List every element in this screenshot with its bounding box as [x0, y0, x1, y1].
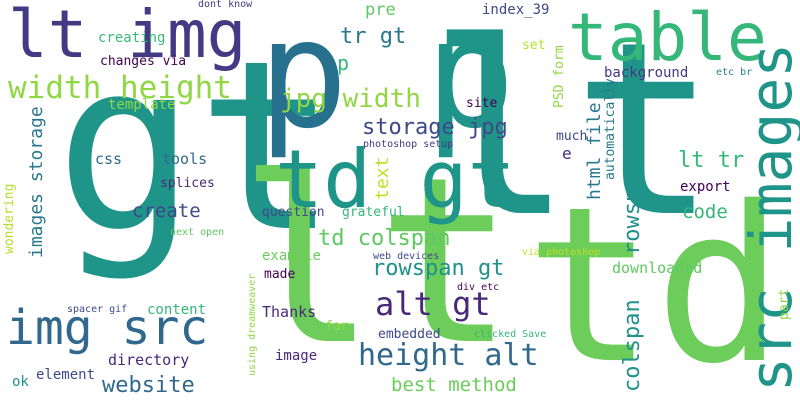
word-automatically: automatically: [603, 78, 618, 180]
word-web-devices: web devices: [373, 251, 440, 262]
word-create: create: [132, 200, 201, 222]
word-dont-know: dont know: [198, 0, 253, 10]
word-td-colspan: td colspan: [318, 226, 451, 251]
word-export: export: [680, 179, 731, 195]
word-css: css: [95, 150, 123, 168]
word-psd-form: PSD form: [552, 45, 567, 108]
word-website: website: [102, 373, 195, 398]
word-grateful: grateful: [342, 205, 405, 220]
word-index-39: index_39: [482, 2, 550, 18]
word-set: set: [522, 38, 546, 53]
word-wondering: wondering: [2, 183, 17, 254]
word-div-etc: div etc: [457, 282, 500, 293]
word-img-src: img src: [6, 300, 209, 356]
word-gt-large: gt: [55, 11, 338, 284]
word-width-height: width height: [8, 70, 232, 106]
word-background: background: [604, 65, 689, 81]
word-storage-jpg: storage jpg: [362, 115, 508, 140]
word-lt-tr: lt tr: [678, 148, 745, 173]
word-lt-center: lt: [428, 0, 717, 270]
word-example: example: [262, 248, 322, 264]
word-directory: directory: [108, 351, 190, 369]
word-alt-gt: alt gt: [375, 285, 491, 323]
word-etc-br: etc br: [716, 67, 753, 78]
word-html-file: html file: [584, 102, 605, 200]
word-rowspan-gt: rowspan gt: [372, 256, 505, 281]
word-embedded: embedded: [378, 327, 441, 342]
word-photoshop-setup: photoshop setup: [363, 139, 454, 150]
word-lt-img: lt img: [8, 0, 247, 73]
word-site: site: [466, 96, 498, 111]
word-template: template: [108, 97, 176, 113]
word-height-alt: height alt: [358, 338, 539, 373]
word-via-photoshop: via photoshop: [522, 247, 601, 258]
word-spacer-gif: spacer gif: [67, 304, 128, 315]
word-downloaded: downloaded: [612, 259, 703, 277]
word-tools: tools: [162, 150, 208, 168]
word-much: much: [556, 129, 588, 144]
word-image: image: [275, 348, 318, 364]
word-best-method: best method: [391, 374, 517, 396]
word-tr-gt: tr gt: [340, 24, 407, 49]
word-code: code: [682, 201, 728, 223]
word-changes-via: changes via: [100, 54, 187, 69]
word-far: far: [325, 319, 349, 334]
word-made: made: [264, 267, 296, 282]
word-lt-large: lt: [238, 129, 515, 396]
word-ok: ok: [12, 374, 29, 390]
word-part: part: [777, 288, 792, 320]
word-question: question: [262, 205, 325, 220]
word-p-1: p: [258, 0, 349, 162]
word-thanks: Thanks: [262, 303, 317, 321]
word-content: content: [147, 302, 207, 318]
word-images-storage: images storage: [26, 106, 47, 258]
word-p-2: p: [425, 0, 516, 162]
word-next-open: next open: [170, 227, 225, 238]
word-text: text: [372, 156, 393, 200]
word-src-images: src images: [737, 42, 800, 392]
word-jpg-width: jpg width: [280, 84, 421, 114]
word-splices: splices: [160, 176, 215, 191]
word-creating: creating: [98, 30, 166, 46]
word-td-large: td: [525, 160, 784, 400]
word-p-small: p: [337, 51, 350, 75]
word-td-gt: td gt: [275, 133, 516, 226]
word-table: table: [568, 0, 767, 76]
word-pre: pre: [365, 0, 396, 20]
word-e: e: [562, 144, 572, 163]
word-element: element: [36, 367, 96, 383]
word-rowspan: rowspan: [620, 162, 645, 255]
word-using-dreamweaver: using dreamweaver: [247, 273, 258, 376]
word-colspan: colspan: [620, 299, 645, 392]
word-clicked-save: clicked Save: [474, 329, 547, 340]
